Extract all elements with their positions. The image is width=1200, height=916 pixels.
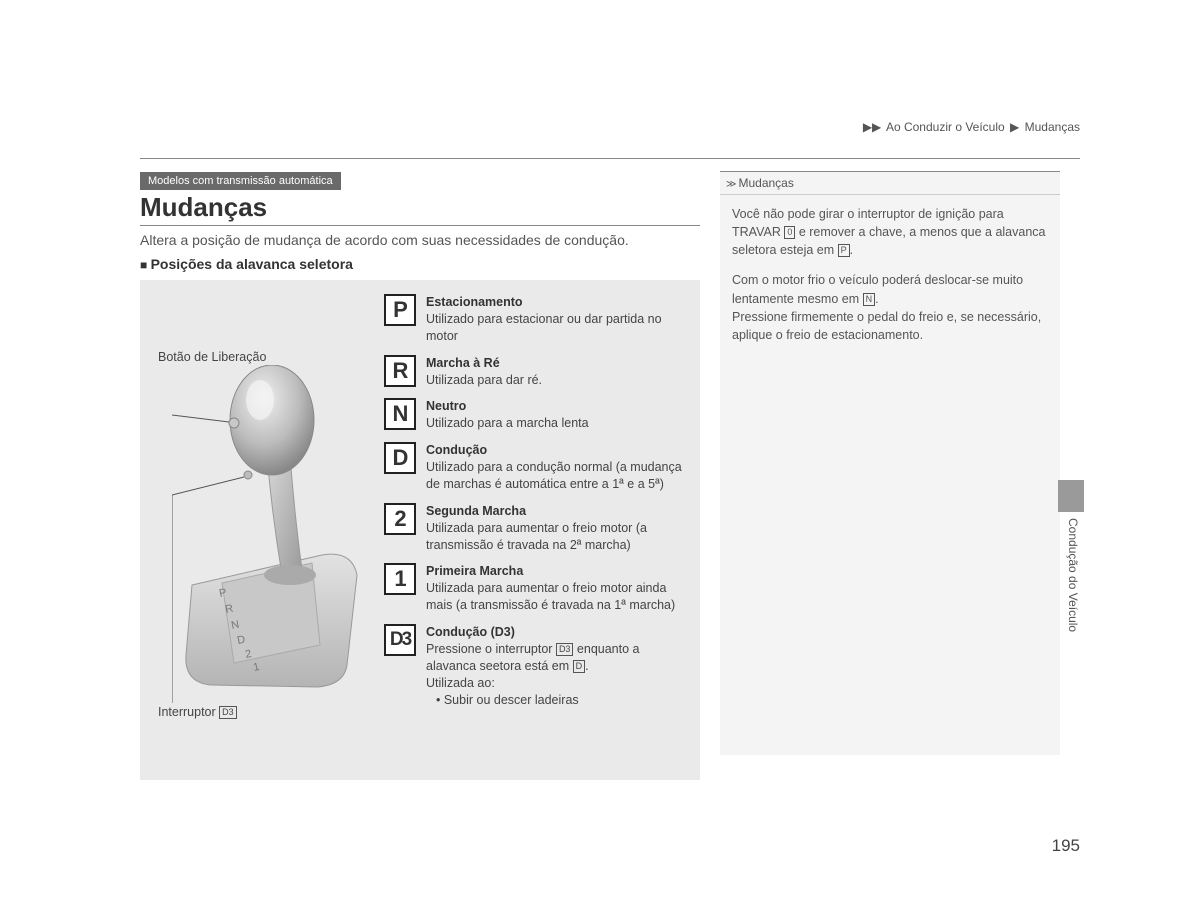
breadcrumb: ▶▶ Ao Conduzir o Veículo ▶ Mudanças <box>140 120 1080 140</box>
position-box: 1 <box>384 563 416 595</box>
label-release-button: Botão de Liberação <box>158 350 266 364</box>
breadcrumb-sep2: ▶ <box>1010 120 1019 134</box>
position-row: 1 Primeira MarchaUtilizada para aumentar … <box>384 563 686 614</box>
manual-page: ▶▶ Ao Conduzir o Veículo ▶ Mudanças Mode… <box>140 120 1080 780</box>
position-text: Segunda MarchaUtilizada para aumentar o … <box>426 503 686 554</box>
position-d3: D3 Condução (D3) Pressione o interruptor… <box>384 624 686 708</box>
position-row: R Marcha à RéUtilizada para dar ré. <box>384 355 686 389</box>
position-row: P EstacionamentoUtilizado para estacionar… <box>384 294 686 345</box>
d3-inline-box: D3 <box>219 706 237 719</box>
position-box-d3: D3 <box>384 624 416 656</box>
divider <box>140 158 1080 159</box>
position-row: 2 Segunda MarchaUtilizada para aumentar o… <box>384 503 686 554</box>
columns: Modelos com transmissão automática Mudan… <box>140 171 1080 780</box>
breadcrumb-sep: ▶▶ <box>863 120 881 134</box>
section-tab-label: Condução do Veículo <box>1066 518 1080 632</box>
position-box: N <box>384 398 416 430</box>
sidebar-p2: Com o motor frio o veículo poderá desloc… <box>732 271 1048 344</box>
position-box: 2 <box>384 503 416 535</box>
position-row: N NeutroUtilizado para a marcha lenta <box>384 398 686 432</box>
breadcrumb-part2: Mudanças <box>1025 120 1080 134</box>
position-text: NeutroUtilizado para a marcha lenta <box>426 398 589 432</box>
position-text: ConduçãoUtilizado para a condução normal… <box>426 442 686 493</box>
page-number: 195 <box>1052 836 1080 856</box>
sidebar-p1: Você não pode girar o interruptor de ign… <box>732 205 1048 259</box>
position-text: EstacionamentoUtilizado para estacionar … <box>426 294 686 345</box>
position-text-d3: Condução (D3) Pressione o interruptor D3… <box>426 624 686 708</box>
position-box: D <box>384 442 416 474</box>
subsection-title: Posições da alavanca seletora <box>140 256 700 272</box>
position-text: Marcha à RéUtilizada para dar ré. <box>426 355 542 389</box>
section-title: Mudanças <box>140 192 700 226</box>
breadcrumb-part1: Ao Conduzir o Veículo <box>886 120 1005 134</box>
left-column: Modelos com transmissão automática Mudan… <box>140 171 700 780</box>
position-row: D ConduçãoUtilizado para a condução norma… <box>384 442 686 493</box>
section-description: Altera a posição de mudança de acordo co… <box>140 232 700 248</box>
gear-shifter-icon: P R N D 2 1 <box>172 365 372 705</box>
position-box: P <box>384 294 416 326</box>
position-list: P EstacionamentoUtilizado para estacionar… <box>384 294 686 708</box>
sidebar-body: Você não pode girar o interruptor de ign… <box>720 195 1060 755</box>
diagram-box: Botão de Liberação <box>140 280 700 780</box>
right-column: Mudanças Você não pode girar o interrupt… <box>720 171 1060 780</box>
sidebar-header: Mudanças <box>720 171 1060 195</box>
section-tab-block <box>1058 480 1084 512</box>
model-badge: Modelos com transmissão automática <box>140 172 341 190</box>
position-text: Primeira MarchaUtilizada para aumentar o… <box>426 563 686 614</box>
label-d3-switch: Interruptor D3 <box>158 705 237 719</box>
position-box: R <box>384 355 416 387</box>
